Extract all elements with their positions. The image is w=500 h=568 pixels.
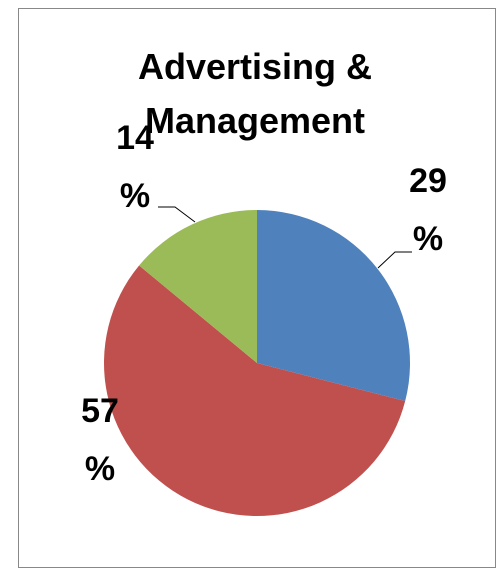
data-label: 29 %: [409, 162, 447, 258]
data-label: 14 %: [116, 119, 154, 215]
data-label: 57 %: [81, 392, 119, 488]
pie-slice: [257, 210, 411, 402]
chart-title: Advertising & Management: [137, 46, 373, 141]
leader-line: [377, 251, 412, 269]
pie-slice: [104, 265, 406, 516]
leader-line: [158, 206, 196, 223]
pie-slice: [139, 210, 257, 363]
